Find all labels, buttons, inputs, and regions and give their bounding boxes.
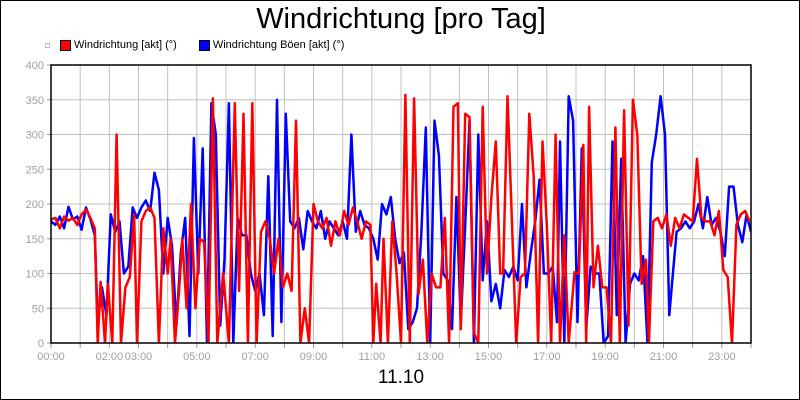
y-tick-label: 250	[26, 164, 44, 176]
legend-item-gust-direction[interactable]: Windrichtung Böen [akt] (°)	[198, 39, 345, 51]
x-tick-label: 13:00	[416, 351, 444, 363]
chart-title: Windrichtung [pro Tag]	[256, 3, 546, 35]
x-tick-label: 09:00	[300, 351, 328, 363]
y-tick-label: 300	[26, 130, 44, 142]
x-tick-label: 15:00	[475, 351, 503, 363]
legend-label: Windrichtung Böen [akt] (°)	[212, 39, 345, 51]
wind-direction-line	[51, 93, 751, 343]
legend-label: Windrichtung [akt] (°)	[74, 39, 177, 51]
x-tick-label: 00:00	[37, 351, 65, 363]
legend: Windrichtung [akt] (°) Windrichtung Böen…	[45, 39, 366, 51]
x-tick-label: 07:00	[241, 351, 269, 363]
y-tick-label: 50	[32, 303, 44, 315]
x-tick-label: 19:00	[591, 351, 619, 363]
red-swatch-icon	[60, 39, 71, 51]
y-tick-label: 100	[26, 269, 44, 281]
x-tick-label: 23:00	[708, 351, 736, 363]
y-tick-label: 200	[26, 199, 44, 211]
plot-border	[50, 64, 752, 344]
x-tick-label: 11:00	[358, 351, 385, 363]
x-tick-label: 17:00	[533, 351, 561, 363]
blue-swatch-icon	[198, 39, 210, 51]
x-tick-label: 02:00	[96, 351, 124, 363]
y-tick-label: 350	[26, 95, 44, 107]
x-tick-label: 21:00	[650, 351, 678, 363]
x-tick-label: 03:00	[125, 351, 153, 363]
y-tick-label: 400	[26, 60, 44, 72]
legend-toggle-icon[interactable]	[45, 42, 50, 48]
y-tick-label: 150	[26, 234, 44, 246]
x-tick-label: 05:00	[183, 351, 211, 363]
x-axis-label: 11.10	[377, 367, 425, 388]
y-tick-label: 0	[38, 338, 44, 350]
legend-item-wind-direction[interactable]: Windrichtung [akt] (°)	[60, 39, 177, 51]
